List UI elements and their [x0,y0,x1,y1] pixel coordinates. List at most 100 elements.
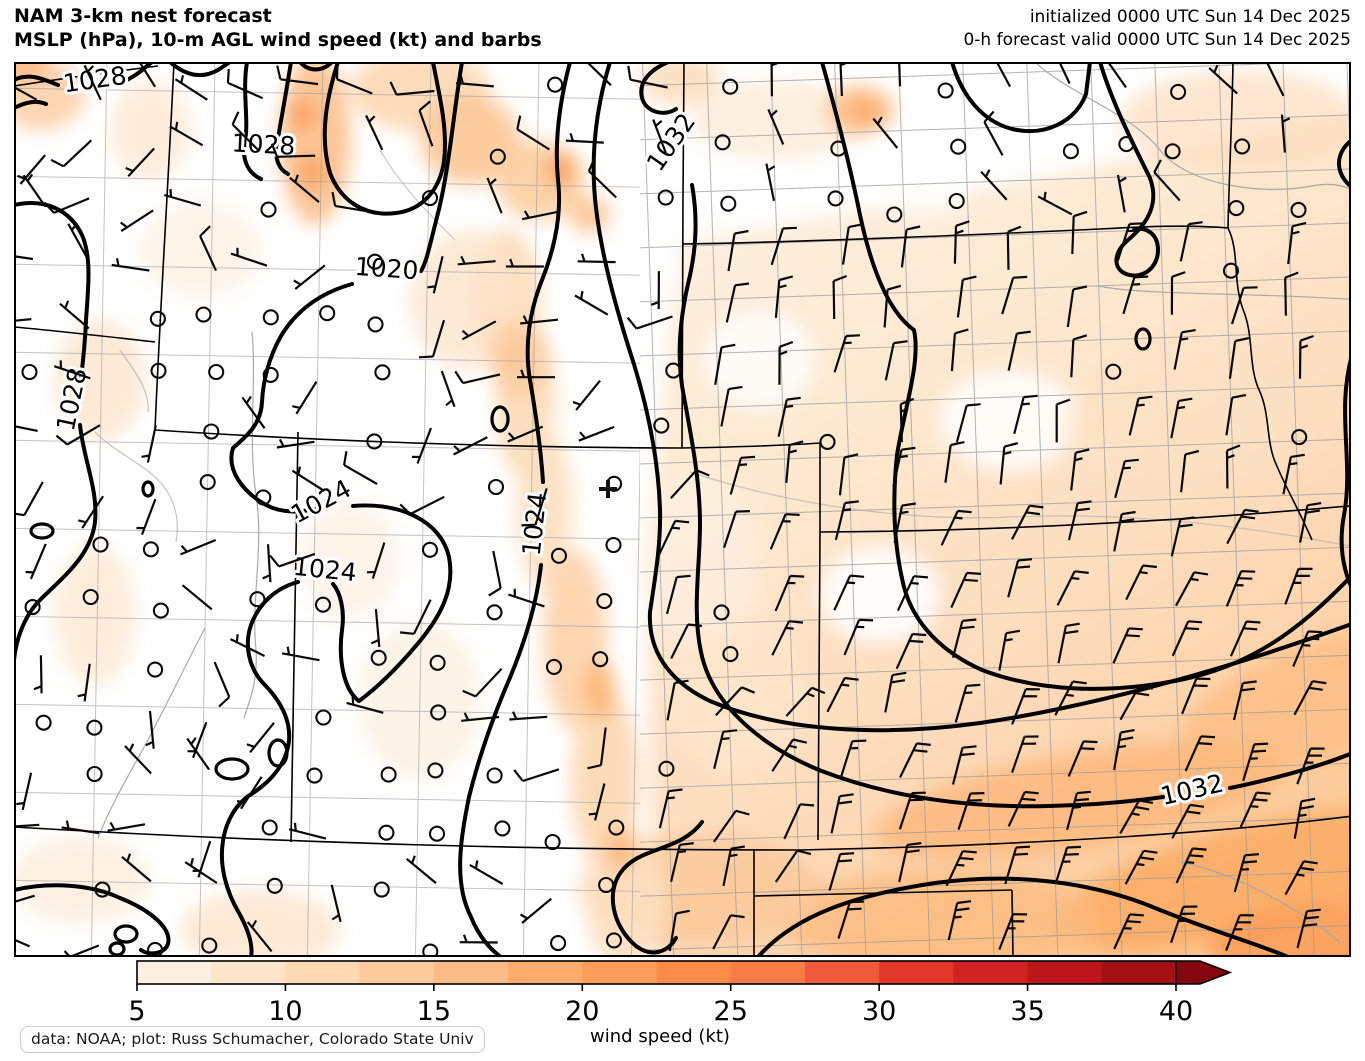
colorbar-segment [433,961,509,984]
wind-barb [626,315,673,330]
wind-barb [184,857,218,884]
colorbar-segment [359,961,435,984]
wind-barb [141,425,157,463]
wind-barb [14,481,44,517]
wind-barb [1171,620,1203,657]
calm-wind-circle [886,206,903,223]
wind-barbs [14,62,1327,957]
wind-barb [262,544,272,583]
wind-barb [1180,449,1200,493]
wind-barb [833,574,865,611]
calm-wind-circle [429,654,446,671]
wind-barb [370,609,381,648]
wind-barb [899,397,915,443]
calm-wind-circle [378,824,395,841]
wind-barb [1296,747,1325,785]
wind-barb [462,668,503,698]
wind-barb [1054,845,1082,885]
wind-barb [898,791,926,830]
wind-barb [951,745,977,785]
wind-barb [33,655,43,694]
wind-barb [346,696,384,714]
wind-barb [723,510,750,549]
map-frame [14,62,1351,957]
colorbar-tick-label: 35 [1010,996,1044,1025]
wind-barb [519,897,553,924]
wind-barb [1175,847,1207,884]
wind-barb [469,860,504,885]
wind-barb [841,223,863,265]
wind-barb [16,772,33,811]
wind-barb [995,62,1011,88]
title-line-1: NAM 3-km nest forecast [14,5,272,27]
wind-barb [453,436,488,456]
wind-barb [505,258,544,268]
wind-barb [1280,114,1291,153]
wind-barb [666,679,689,721]
wind-barb [199,225,217,272]
wind-barb [565,132,604,144]
colorbar-segment [953,961,1029,984]
wind-barb [111,257,150,272]
calm-wind-circle [950,138,967,155]
wind-barb [440,370,456,408]
wind-barb [668,909,690,952]
colorbar-tick-label: 25 [714,996,748,1025]
wind-barb [331,191,373,214]
wind-barb [236,776,263,810]
wind-barb [389,81,435,96]
wind-barb [983,110,1004,156]
calm-wind-circle [319,305,336,322]
wind-barb [999,442,1019,485]
mslp-contours [14,62,1351,957]
wind-barb [954,683,981,723]
credit-badge: data: NOAA; plot: Russ Schumacher, Color… [20,1026,485,1053]
wind-barb [1175,571,1209,607]
calm-wind-circle [720,195,737,212]
wind-barb [1293,680,1327,716]
calm-wind-circle [261,819,278,836]
colorbar-tick-label: 20 [565,996,599,1025]
wind-barb [1242,742,1269,782]
wind-barb [652,119,668,156]
calm-wind-circle [1118,136,1135,153]
wind-barb [1282,453,1305,495]
wind-barb [1113,510,1136,552]
wind-barb [1013,394,1038,435]
wind-barb [163,188,202,207]
calm-wind-circle [421,189,439,207]
wind-barb [241,395,266,429]
wind-barb [1054,680,1087,716]
wind-barb [765,163,776,202]
wind-barb [125,147,156,177]
calm-wind-circle [1234,138,1251,155]
wind-barb [22,173,47,208]
wind-barb [1128,395,1153,436]
calm-wind-circle [550,547,568,564]
calm-wind-circle [1170,83,1187,100]
wind-barb [136,498,157,535]
wind-barb [729,455,756,495]
colorbar-segment [285,961,361,984]
wind-barb [1113,729,1135,771]
wind-barb [107,821,146,832]
wind-barb [1170,271,1186,315]
colorbar-segment [730,961,806,984]
calm-wind-circle [658,760,675,777]
calm-wind-circle [366,433,383,450]
wind-barb [77,663,91,702]
wind-barb [945,850,977,887]
calm-wind-circle [665,362,682,379]
calm-wind-circle [86,765,103,783]
wind-barb [834,500,859,541]
wind-barb [884,340,908,381]
wind-barb [1119,799,1154,835]
wind-barb [1067,500,1092,541]
wind-barb [288,822,327,840]
colorbar-tick-label: 10 [268,996,302,1025]
wind-barb [833,334,861,373]
wind-barb [455,75,494,88]
wind-barb [399,495,445,515]
wind-barb [1057,622,1080,664]
wind-barb [1225,914,1254,951]
